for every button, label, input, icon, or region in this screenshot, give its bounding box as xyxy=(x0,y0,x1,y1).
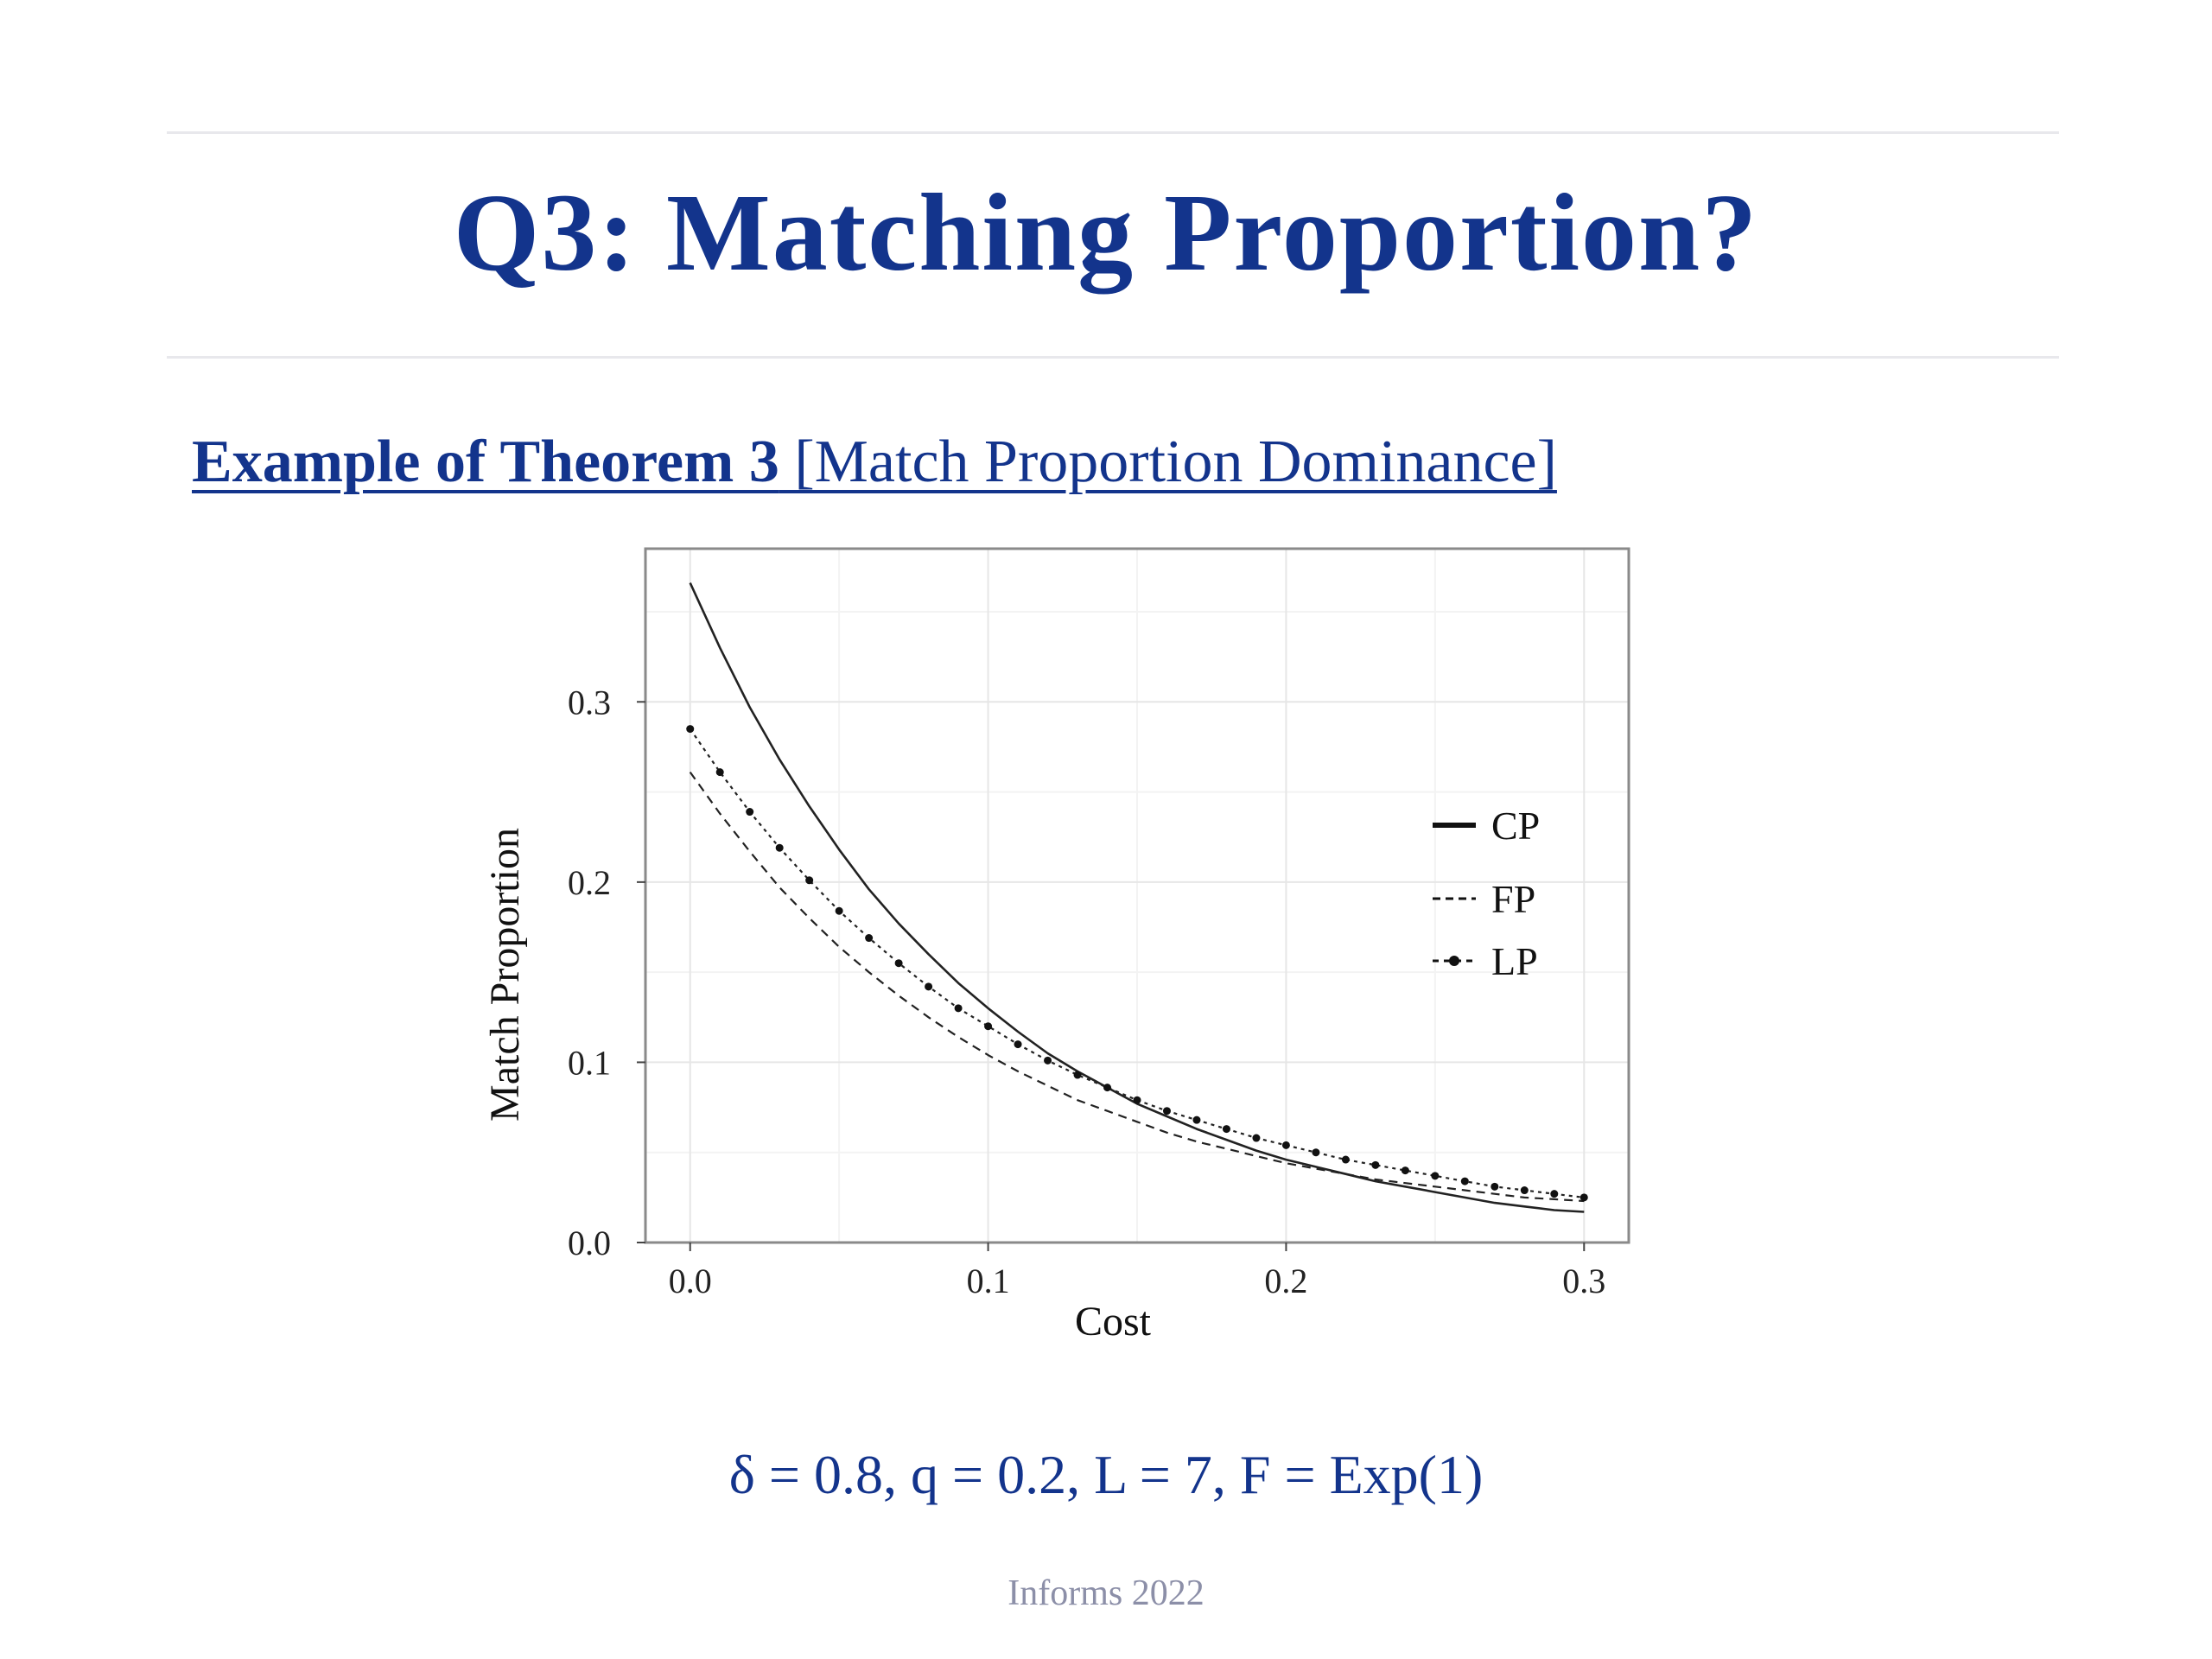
lp-point xyxy=(1073,1071,1082,1079)
top-divider xyxy=(167,131,2059,134)
lp-point xyxy=(1341,1155,1350,1164)
plot-frame xyxy=(644,547,1630,1244)
lp-point xyxy=(686,725,695,734)
lp-point xyxy=(1103,1084,1112,1092)
theorem-heading-bold: Example of Theorem 3 xyxy=(192,429,779,495)
legend: CP FP LP xyxy=(1433,804,1540,983)
y-tick-label: 0.1 xyxy=(568,1043,611,1082)
y-tick-label: 0.0 xyxy=(568,1224,611,1262)
theorem-heading-rest: [Match Proportion Dominance] xyxy=(779,429,1557,495)
legend-item-fp: FP xyxy=(1433,877,1535,921)
lp-point xyxy=(1580,1193,1588,1202)
y-tick-label: 0.3 xyxy=(568,683,611,721)
lp-point xyxy=(925,982,933,991)
legend-item-cp: CP xyxy=(1433,804,1540,848)
legend-item-lp: LP xyxy=(1433,939,1538,983)
legend-swatch-dot xyxy=(1449,956,1459,966)
theorem-heading: Example of Theorem 3 [Match Proportion D… xyxy=(192,428,1557,497)
x-axis-label: Cost xyxy=(1075,1299,1152,1344)
x-tick-label: 0.1 xyxy=(967,1262,1010,1300)
lp-point xyxy=(865,934,874,943)
lp-point xyxy=(1312,1148,1320,1157)
lp-point xyxy=(954,1004,963,1013)
lp-point xyxy=(1431,1172,1440,1180)
lp-point xyxy=(1281,1141,1290,1149)
legend-label: CP xyxy=(1491,804,1540,848)
lp-point xyxy=(894,959,903,968)
lp-point xyxy=(984,1022,993,1031)
series-line-cp xyxy=(689,582,1585,1213)
lp-point xyxy=(1133,1096,1141,1104)
x-tick-label: 0.2 xyxy=(1264,1262,1307,1300)
series-line-fp xyxy=(689,771,1585,1203)
lp-point xyxy=(1222,1125,1230,1134)
y-tick-label: 0.2 xyxy=(568,863,611,902)
lp-point xyxy=(1044,1056,1052,1065)
lp-point xyxy=(805,876,814,885)
lp-point xyxy=(1371,1160,1380,1169)
lp-point xyxy=(1014,1040,1022,1049)
lp-point xyxy=(835,906,843,915)
lp-point xyxy=(1520,1186,1529,1195)
y-axis-label: Match Proportion xyxy=(482,828,528,1122)
x-tick-label: 0.0 xyxy=(669,1262,712,1300)
bottom-divider xyxy=(167,356,2059,359)
lp-point xyxy=(746,808,754,817)
series-line-lp xyxy=(689,728,1585,1198)
footer-text: Informs 2022 xyxy=(1007,1573,1205,1613)
x-tick-label: 0.3 xyxy=(1562,1262,1605,1300)
grid xyxy=(645,549,1629,1243)
lp-point xyxy=(1460,1177,1469,1185)
lp-point xyxy=(715,768,724,777)
legend-label: FP xyxy=(1491,877,1535,921)
lp-point xyxy=(775,843,784,852)
slide-title: Q3: Matching Proportion? xyxy=(453,171,1759,294)
axis-ticks: 0.0 0.1 0.2 0.3 0.0 0.1 0.2 0.3 xyxy=(568,683,1605,1300)
lp-point xyxy=(1162,1107,1171,1116)
lp-point xyxy=(1550,1190,1559,1198)
lp-point xyxy=(1491,1182,1499,1191)
legend-label: LP xyxy=(1491,939,1538,983)
model-parameters: δ = 0.8, q = 0.2, L = 7, F = Exp(1) xyxy=(728,1444,1484,1505)
lp-point xyxy=(1252,1134,1261,1142)
lp-point xyxy=(1401,1166,1409,1175)
series-lines xyxy=(686,582,1588,1213)
lp-point xyxy=(1192,1116,1201,1124)
